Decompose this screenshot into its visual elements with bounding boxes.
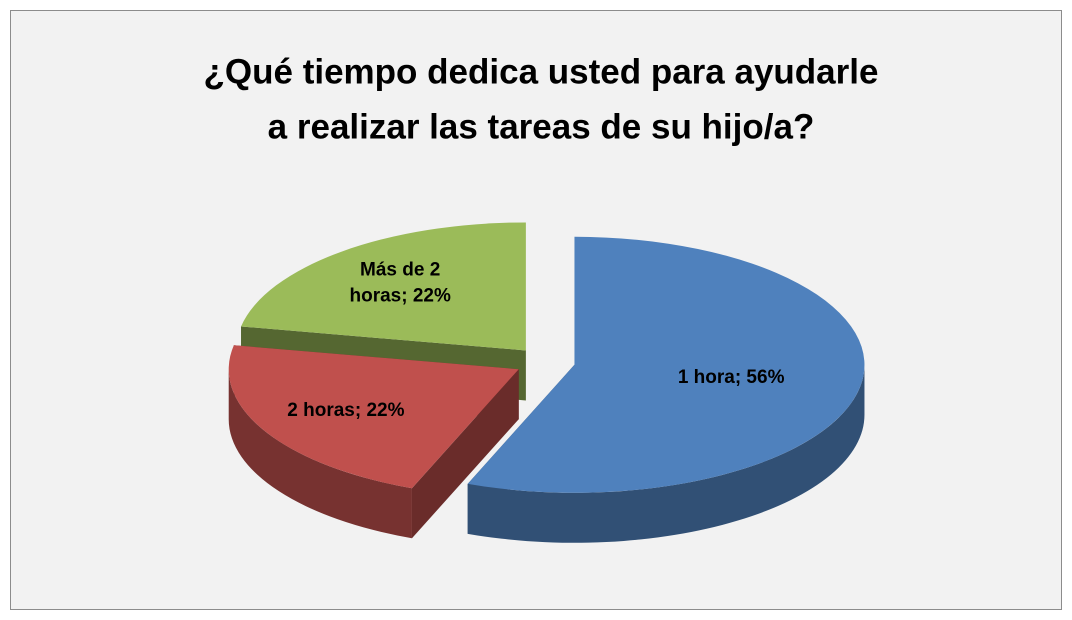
slice	[241, 222, 526, 351]
data-label: 2 horas; 22%	[287, 400, 404, 421]
chart-title: ¿Qué tiempo dedica usted para ayudarle a …	[204, 53, 879, 147]
data-label: 1 hora; 56%	[678, 367, 785, 388]
slice	[228, 345, 519, 489]
slice-edge	[228, 369, 412, 539]
slice	[467, 236, 865, 493]
data-label: Más de 2 horas; 22%	[349, 259, 450, 306]
slice-edge	[467, 364, 865, 543]
